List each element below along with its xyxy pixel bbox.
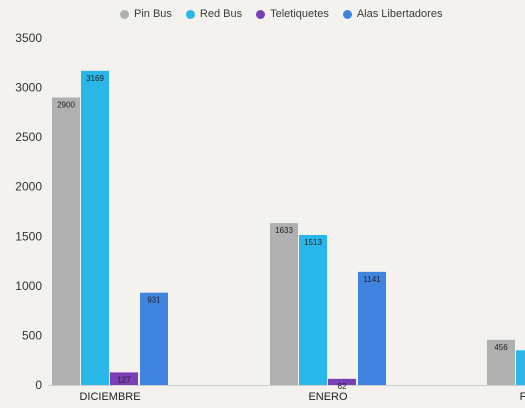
y-tick-label: 1500 (15, 229, 42, 243)
legend-swatch (185, 9, 195, 19)
y-tick-label: 0 (35, 378, 42, 392)
y-tick-label: 500 (22, 328, 42, 342)
legend-label: Red Bus (199, 8, 243, 20)
bar-value-label: 456 (494, 343, 508, 352)
legend-label: Alas Libertadores (356, 8, 443, 20)
legend-swatch (120, 9, 129, 19)
y-tick-label: 2500 (15, 130, 42, 144)
bar-value-label: 931 (147, 296, 161, 305)
chart-bar (516, 350, 525, 385)
bar-value-label: 1633 (275, 226, 293, 235)
chart-bar (358, 271, 386, 385)
bar-value-label: 1141 (363, 275, 381, 284)
bar-value-label: 62 (338, 382, 347, 391)
y-tick-label: 3500 (15, 31, 42, 45)
chart-bar (299, 234, 327, 385)
legend-label: Pin Bus (134, 8, 172, 20)
chart-bar (81, 70, 109, 385)
y-tick-label: 1000 (15, 279, 42, 293)
bar-value-label: 127 (117, 375, 131, 384)
legend-label: Teletiquetes (270, 8, 329, 20)
x-category-label: F (520, 391, 525, 403)
chart-bar (270, 223, 298, 385)
bar-value-label: 3169 (86, 74, 104, 83)
chart-bar (140, 292, 168, 385)
legend-swatch (256, 9, 266, 19)
legend: Pin Bus Red Bus Teletiquetes Alas Libertado… (120, 8, 525, 20)
legend-item: Alas Libertadores (342, 8, 443, 20)
chart-bar (487, 339, 515, 385)
chart-bar (52, 97, 80, 385)
x-category-label: DICIEMBRE (79, 391, 140, 403)
y-tick-label: 3000 (15, 81, 42, 95)
legend-item: Red Bus (185, 8, 243, 20)
x-category-label: ENERO (308, 391, 348, 403)
legend-item: Pin Bus (120, 8, 172, 20)
chart-bar (328, 378, 356, 385)
legend-item: Teletiquetes (256, 8, 329, 20)
chart-bar (110, 372, 138, 385)
bar-value-label: 1513 (304, 238, 322, 247)
y-tick-label: 2000 (15, 180, 42, 194)
bar-value-label: 2900 (57, 100, 75, 109)
legend-swatch (342, 9, 352, 19)
